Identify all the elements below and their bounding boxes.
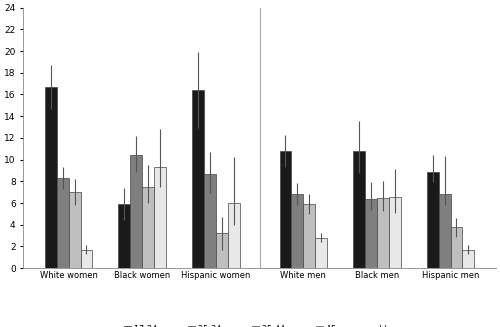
Bar — [80, 250, 92, 268]
Bar — [377, 198, 389, 268]
Bar — [228, 203, 239, 268]
Bar — [450, 227, 462, 268]
Bar — [118, 204, 130, 268]
Bar — [426, 172, 438, 268]
Bar — [142, 187, 154, 268]
Bar — [389, 197, 401, 268]
Bar — [45, 87, 56, 268]
Bar — [204, 174, 216, 268]
Bar — [353, 151, 365, 268]
Bar — [316, 238, 327, 268]
Bar — [216, 233, 228, 268]
Bar — [292, 194, 304, 268]
Bar — [56, 178, 68, 268]
Bar — [192, 90, 204, 268]
Bar — [68, 192, 80, 268]
Bar — [130, 155, 142, 268]
Bar — [280, 151, 291, 268]
Bar — [365, 199, 377, 268]
Bar — [154, 167, 166, 268]
Bar — [462, 250, 474, 268]
Legend: 17-24 years, 25-34 years, 35-44 years, 45 years or older: 17-24 years, 25-34 years, 35-44 years, 4… — [120, 321, 398, 327]
Bar — [304, 204, 316, 268]
Bar — [438, 194, 450, 268]
